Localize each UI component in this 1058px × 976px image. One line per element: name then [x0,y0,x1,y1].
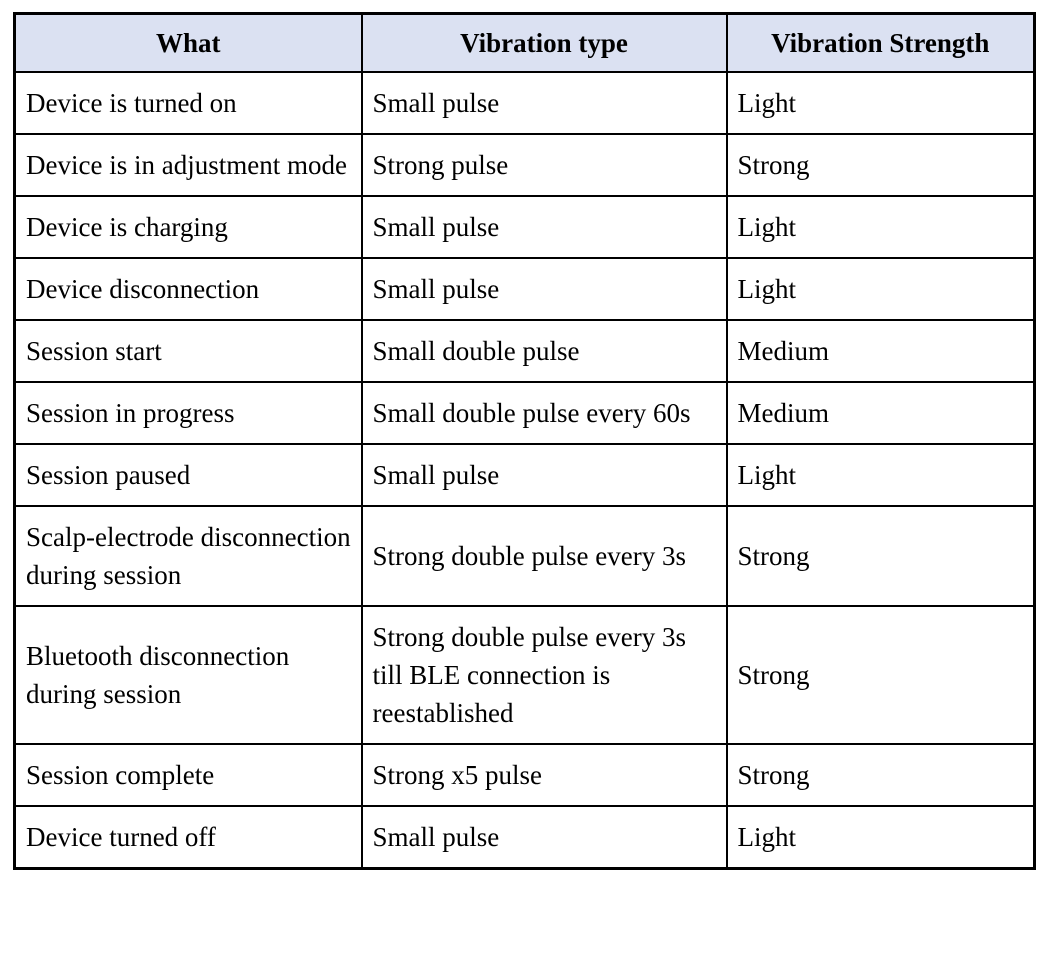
cell-strength: Medium [725,319,1036,383]
cell-strength: Light [725,257,1036,321]
vibration-feedback-table-container: What Vibration type Vibration Strength D… [13,12,1036,870]
cell-strength: Light [725,195,1036,259]
cell-strength: Strong [725,505,1036,607]
cell-type: Small pulse [360,195,728,259]
cell-type: Strong pulse [360,133,728,197]
cell-what: Device is charging [13,195,363,259]
cell-what: Device turned off [13,805,363,870]
table-row: Session paused Small pulse Light [13,443,1036,507]
cell-what: Session paused [13,443,363,507]
cell-what: Session start [13,319,363,383]
cell-type: Small double pulse [360,319,728,383]
cell-type: Small double pulse every 60s [360,381,728,445]
table-row: Session start Small double pulse Medium [13,319,1036,383]
cell-strength: Strong [725,743,1036,807]
header-row: What Vibration type Vibration Strength [13,12,1036,73]
cell-what: Device is in adjustment mode [13,133,363,197]
cell-type: Small pulse [360,71,728,135]
cell-strength: Strong [725,133,1036,197]
table-row: Device is charging Small pulse Light [13,195,1036,259]
table-header: What Vibration type Vibration Strength [13,12,1036,73]
cell-what: Bluetooth disconnection during session [13,605,363,745]
cell-type: Strong double pulse every 3s till BLE co… [360,605,728,745]
cell-what: Scalp-electrode disconnection during ses… [13,505,363,607]
table-row: Session complete Strong x5 pulse Strong [13,743,1036,807]
vibration-feedback-table: What Vibration type Vibration Strength D… [13,12,1036,870]
cell-strength: Medium [725,381,1036,445]
table-row: Device is turned on Small pulse Light [13,71,1036,135]
cell-type: Strong double pulse every 3s [360,505,728,607]
header-cell-what: What [13,12,363,73]
table-body: Device is turned on Small pulse Light Devic… [13,71,1036,870]
cell-what: Device is turned on [13,71,363,135]
table-row: Session in progress Small double pulse ev… [13,381,1036,445]
table-row: Scalp-electrode disconnection during ses… [13,505,1036,607]
cell-strength: Light [725,805,1036,870]
header-cell-vibration-type: Vibration type [360,12,728,73]
table-row: Device turned off Small pulse Light [13,805,1036,870]
cell-type: Small pulse [360,257,728,321]
cell-strength: Light [725,443,1036,507]
table-row: Device is in adjustment mode Strong pulse… [13,133,1036,197]
cell-type: Small pulse [360,805,728,870]
cell-strength: Strong [725,605,1036,745]
cell-type: Small pulse [360,443,728,507]
table-row: Bluetooth disconnection during session St… [13,605,1036,745]
header-cell-vibration-strength: Vibration Strength [725,12,1036,73]
cell-what: Device disconnection [13,257,363,321]
cell-what: Session in progress [13,381,363,445]
table-row: Device disconnection Small pulse Light [13,257,1036,321]
cell-strength: Light [725,71,1036,135]
cell-what: Session complete [13,743,363,807]
cell-type: Strong x5 pulse [360,743,728,807]
